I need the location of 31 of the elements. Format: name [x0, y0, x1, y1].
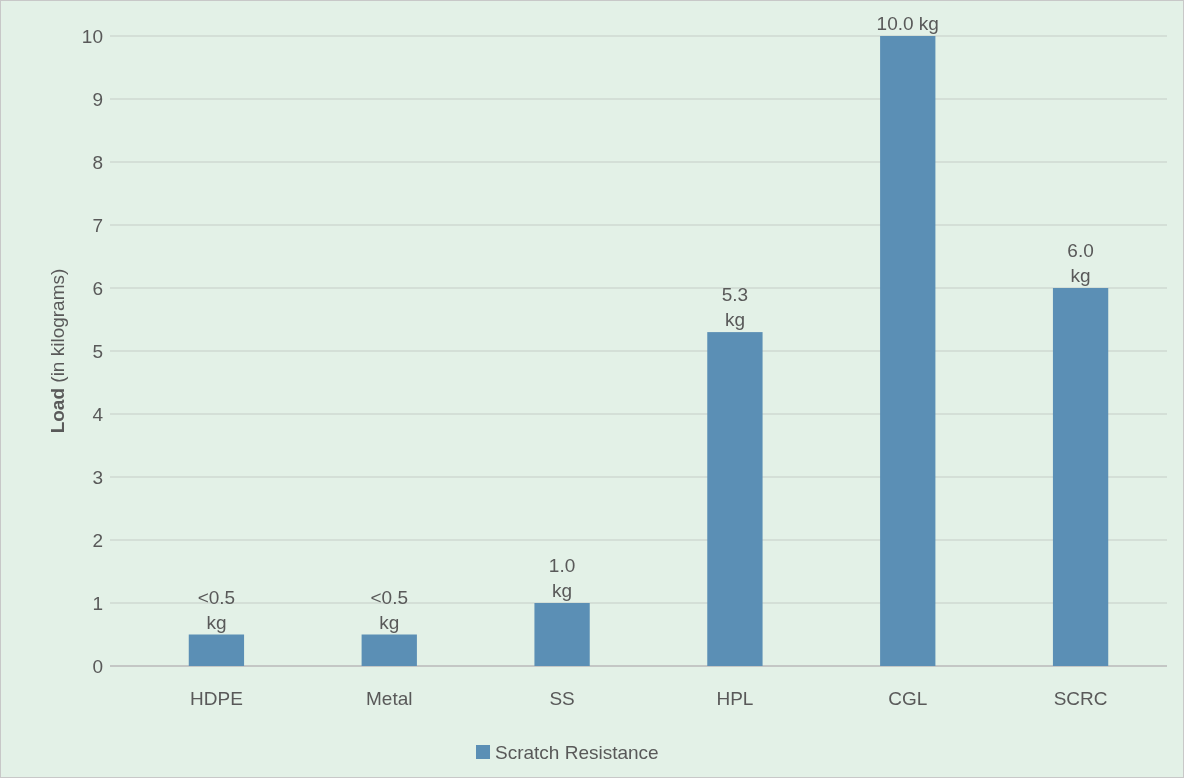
y-tick-label: 0	[92, 655, 103, 677]
x-tick-label: HPL	[716, 688, 754, 709]
bar	[188, 634, 245, 666]
y-axis-title: Load (in kilograms)	[47, 268, 68, 434]
x-tick-label: Metal	[366, 688, 413, 709]
data-label: 10.0 kg	[876, 13, 939, 34]
y-tick-label: 8	[92, 151, 103, 173]
data-label: <0.5 kg	[197, 586, 236, 633]
bar	[361, 634, 417, 666]
data-label: <0.5 kg	[370, 586, 409, 633]
data-label: 5.3 kg	[721, 284, 749, 331]
data-label: 1.0 kg	[548, 555, 576, 601]
bar	[534, 603, 590, 666]
y-tick-label: 10	[81, 25, 103, 47]
y-tick-label: 9	[92, 88, 103, 110]
x-tick-label: HDPE	[190, 688, 243, 709]
bar	[707, 332, 763, 666]
x-tick-label: CGL	[888, 688, 928, 709]
data-label: 6.0 kg	[1067, 240, 1094, 286]
bar	[880, 36, 936, 666]
y-tick-label: 1	[92, 592, 103, 614]
y-tick-label: 2	[92, 529, 103, 551]
x-tick-label: SS	[549, 688, 575, 709]
bar	[1052, 288, 1109, 666]
y-tick-label: 7	[92, 214, 103, 236]
y-tick-label: 4	[92, 403, 104, 425]
y-tick-label: 3	[92, 466, 103, 488]
y-tick-label: 5	[92, 340, 103, 362]
y-tick-label: 6	[92, 277, 103, 299]
x-tick-label: SCRC	[1053, 688, 1108, 709]
legend-label: Scratch Resistance	[495, 741, 659, 763]
